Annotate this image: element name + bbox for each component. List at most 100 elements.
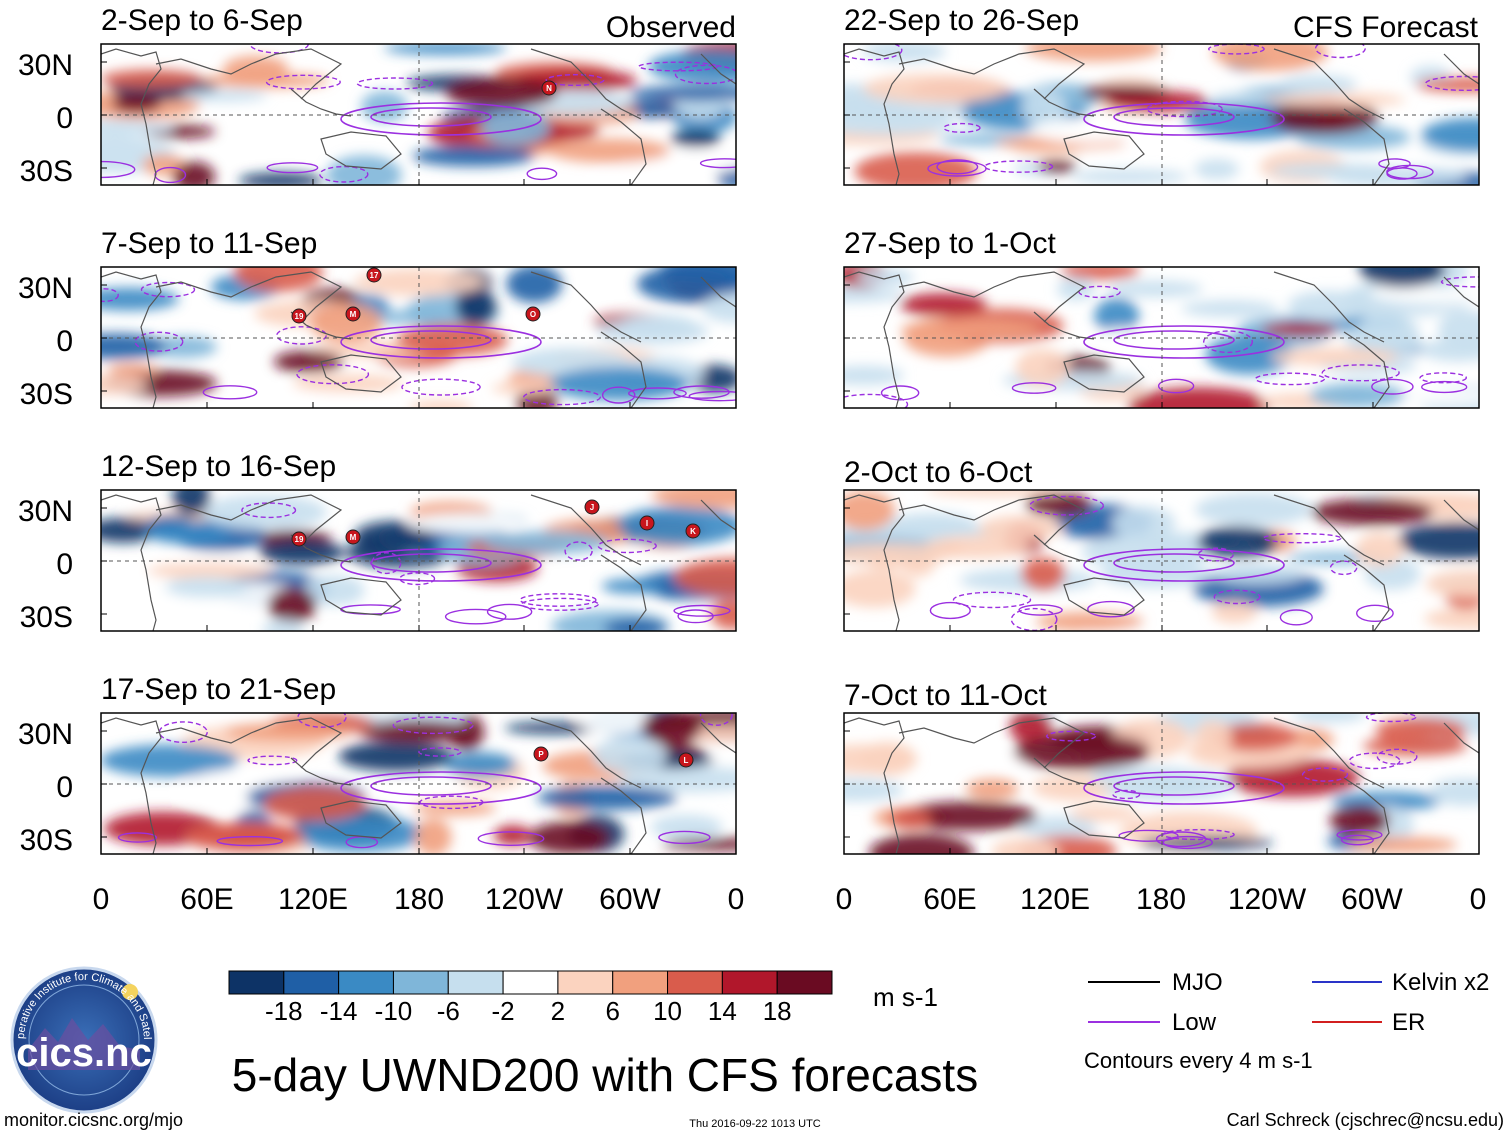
panel-field: 19 M J I K (101, 490, 736, 631)
legend-item-er: ER (1312, 1009, 1425, 1036)
low-contour-dashed (844, 44, 903, 61)
panel-observed-4: PL (100, 712, 737, 855)
low-contour-dashed (241, 502, 297, 519)
low-contour (370, 330, 492, 350)
storm-marker: 19 (291, 308, 307, 324)
anomaly-blob (627, 85, 736, 101)
anomaly-blob (147, 562, 271, 580)
storm-label: M (350, 533, 357, 542)
low-contour (202, 385, 258, 400)
coastline (1443, 499, 1479, 531)
anomaly-blob (1354, 314, 1420, 350)
anomaly-blob (1037, 159, 1077, 173)
coastline (155, 271, 343, 323)
low-contour (1356, 604, 1394, 623)
lat-tick-30n: 30N (18, 49, 73, 82)
coastline (530, 494, 642, 566)
anomaly-blob (292, 374, 404, 393)
lat-tick-30s: 30S (20, 155, 73, 188)
anomaly-blob (844, 744, 918, 774)
anomaly-blob (650, 814, 723, 840)
contours (1046, 713, 1418, 850)
low-contour-dashed (1146, 100, 1223, 118)
low-contour-dashed (1301, 767, 1349, 782)
lat-tick-0: 0 (56, 325, 73, 358)
anomaly-blob (455, 289, 497, 325)
panel-field (844, 44, 1479, 185)
low-contour-dashed (319, 165, 369, 183)
anomaly-blob (603, 618, 668, 631)
anomaly-blob (1355, 532, 1404, 567)
lon-tick-0-end: 0 (728, 883, 745, 916)
anomaly-blob (1089, 327, 1158, 356)
anomaly-field (101, 490, 736, 631)
low-contour (370, 107, 492, 127)
anomaly-blob (353, 521, 434, 553)
lat-tick-0: 0 (56, 771, 73, 804)
coastline (101, 494, 162, 631)
anomaly-blob (592, 737, 668, 774)
colorbar-tick: -10 (375, 996, 413, 1026)
panel-forecast-4 (843, 712, 1480, 855)
anomaly-blob (224, 722, 351, 742)
low-contour-dashed (1376, 748, 1418, 765)
colorbar-swatch (667, 970, 723, 995)
anomaly-blob (867, 553, 905, 570)
coastline (700, 499, 736, 531)
coastline (530, 271, 642, 343)
storm-marker: 19 (291, 531, 307, 547)
anomaly-blob (648, 50, 736, 83)
anomaly-blob (1069, 805, 1138, 822)
low-contour-dashed (638, 61, 718, 72)
anomaly-blob (506, 267, 563, 303)
coastline (600, 331, 647, 408)
low-contour (340, 771, 542, 805)
lon-axis-forecast: 0 60E 120E 180 120W 60W 0 (836, 883, 1487, 916)
coastline (101, 271, 162, 408)
coastline (1273, 717, 1385, 789)
storm-symbol (584, 499, 600, 515)
storm-label: 19 (295, 312, 304, 321)
low-contour (1336, 829, 1383, 841)
colorbar-swatch (721, 970, 778, 995)
coastline (844, 271, 905, 408)
anomaly-blob (238, 172, 323, 185)
coastlines (844, 48, 1479, 185)
legend-label-er: ER (1392, 1009, 1425, 1036)
low-contour (1162, 835, 1213, 850)
cfs-forecast-label: CFS Forecast (1293, 11, 1479, 44)
low-contour (1340, 834, 1374, 846)
storm-marker: I (639, 515, 655, 531)
coastlines (844, 717, 1479, 854)
anomaly-blob (1212, 44, 1329, 71)
storm-symbol (678, 752, 694, 768)
low-contour (340, 325, 542, 359)
anomaly-blob (1269, 163, 1401, 179)
low-contour-dashed (523, 388, 602, 406)
coastline (1063, 800, 1145, 839)
low-contour (628, 387, 687, 400)
anomaly-blob (926, 490, 1064, 497)
low-contour (486, 603, 533, 620)
anomaly-blob (1329, 805, 1390, 837)
contours (101, 281, 736, 406)
coastline (844, 717, 905, 854)
low-contour-dashed (399, 572, 436, 586)
lat-tick-30s: 30S (20, 601, 73, 634)
anomaly-blob (641, 713, 702, 746)
anomaly-blob (1060, 267, 1140, 280)
low-contour (1155, 831, 1207, 848)
low-contour-dashed (265, 74, 341, 90)
low-contour (526, 167, 558, 181)
low-contour (1113, 553, 1235, 573)
anomaly-blob (303, 575, 365, 606)
anomaly-blob (172, 161, 216, 185)
anomaly-blob (1021, 557, 1066, 591)
storm-label: L (684, 756, 689, 765)
coastline (1443, 53, 1479, 85)
low-contour (1371, 378, 1414, 395)
legend-item-mjo: MJO (1088, 969, 1223, 996)
anomaly-blob (1195, 492, 1312, 526)
coastline (320, 577, 402, 616)
